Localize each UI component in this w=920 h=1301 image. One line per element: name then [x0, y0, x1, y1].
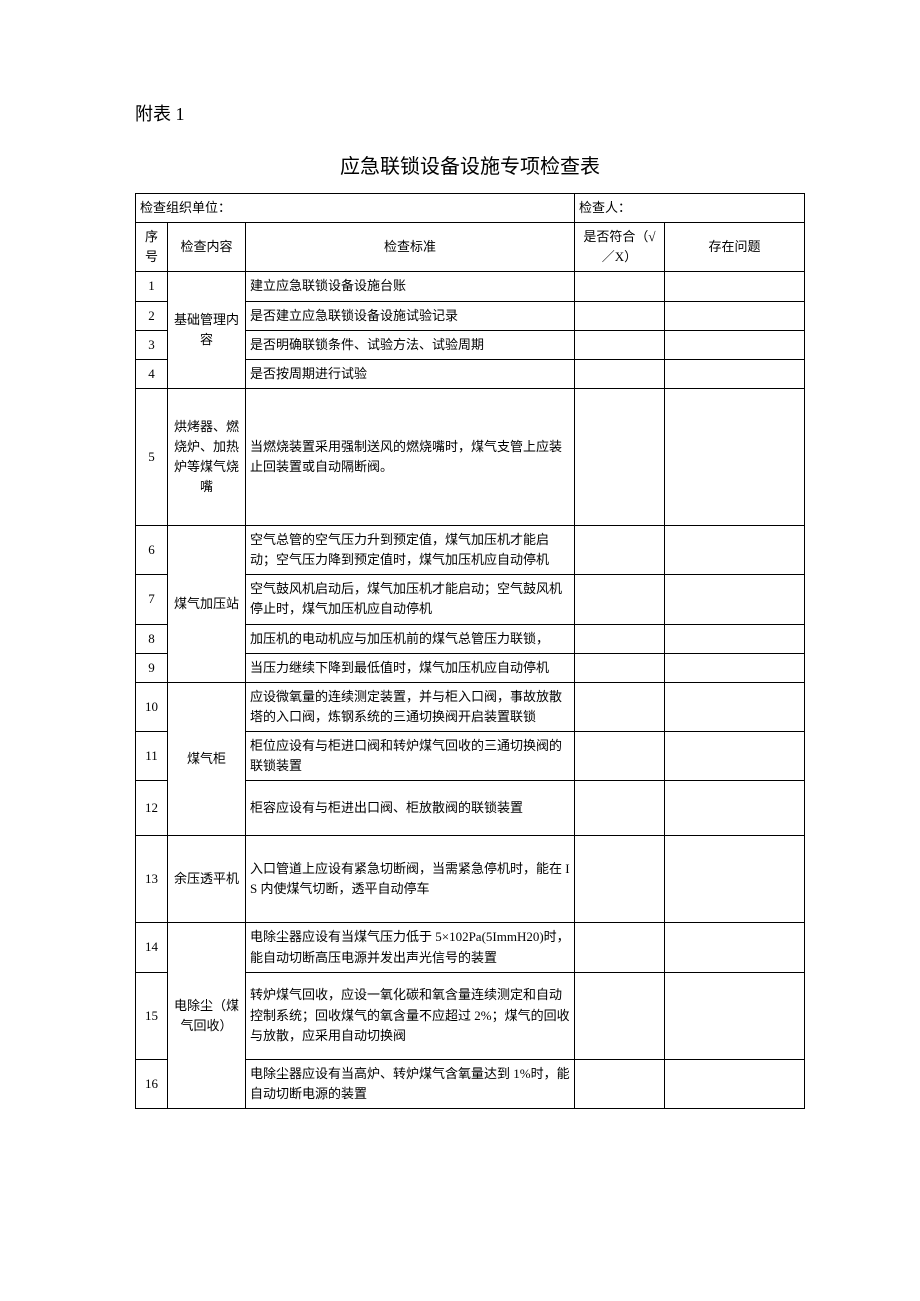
table-row: 10煤气柜应设微氧量的连续测定装置，并与柜入口阀，事故放散塔的入口阀，炼钢系统的… [136, 682, 805, 731]
col-issue-header: 存在问题 [664, 223, 804, 272]
compliant-cell [574, 972, 664, 1059]
compliant-cell [574, 624, 664, 653]
org-unit-label: 检查组织单位： [140, 200, 231, 215]
standard-cell: 转炉煤气回收，应设一氧化碳和氧含量连续测定和自动控制系统；回收煤气的氧含量不应超… [246, 972, 575, 1059]
compliant-cell [574, 653, 664, 682]
table-meta-row: 检查组织单位： 检查人： [136, 194, 805, 223]
seq-cell: 16 [136, 1059, 168, 1108]
compliant-cell [574, 301, 664, 330]
standard-cell: 空气鼓风机启动后，煤气加压机才能启动；空气鼓风机停止时，煤气加压机应自动停机 [246, 575, 575, 624]
inspector-label: 检查人： [579, 200, 631, 215]
standard-cell: 柜位应设有与柜进口阀和转炉煤气回收的三通切换阀的联锁装置 [246, 732, 575, 781]
issue-cell [664, 836, 804, 923]
issue-cell [664, 682, 804, 731]
content-cell: 基础管理内容 [168, 272, 246, 389]
issue-cell [664, 781, 804, 836]
table-header-row: 序号 检查内容 检查标准 是否符合（√／X） 存在问题 [136, 223, 805, 272]
issue-cell [664, 301, 804, 330]
compliant-cell [574, 330, 664, 359]
content-cell: 电除尘（煤气回收） [168, 923, 246, 1109]
issue-cell [664, 972, 804, 1059]
seq-cell: 6 [136, 525, 168, 574]
issue-cell [664, 525, 804, 574]
table-row: 5烘烤器、燃烧炉、加热炉等煤气烧嘴当燃烧装置采用强制送风的燃烧嘴时，煤气支管上应… [136, 388, 805, 525]
issue-cell [664, 330, 804, 359]
standard-cell: 是否按周期进行试验 [246, 359, 575, 388]
document-title: 应急联锁设备设施专项检查表 [135, 150, 805, 179]
col-seq-header: 序号 [136, 223, 168, 272]
col-content-header: 检查内容 [168, 223, 246, 272]
content-cell: 煤气柜 [168, 682, 246, 836]
compliant-cell [574, 682, 664, 731]
issue-cell [664, 359, 804, 388]
standard-cell: 电除尘器应设有当煤气压力低于 5×102Pa(5ImmH20)时，能自动切断高压… [246, 923, 575, 972]
table-row: 1基础管理内容建立应急联锁设备设施台账 [136, 272, 805, 301]
org-unit-cell: 检查组织单位： [136, 194, 575, 223]
content-cell: 余压透平机 [168, 836, 246, 923]
content-cell: 煤气加压站 [168, 525, 246, 682]
compliant-cell [574, 525, 664, 574]
standard-cell: 空气总管的空气压力升到预定值，煤气加压机才能启动；空气压力降到预定值时，煤气加压… [246, 525, 575, 574]
seq-cell: 8 [136, 624, 168, 653]
issue-cell [664, 653, 804, 682]
compliant-cell [574, 1059, 664, 1108]
seq-cell: 11 [136, 732, 168, 781]
standard-cell: 是否明确联锁条件、试验方法、试验周期 [246, 330, 575, 359]
content-cell: 烘烤器、燃烧炉、加热炉等煤气烧嘴 [168, 388, 246, 525]
appendix-label: 附表 1 [135, 100, 805, 126]
seq-cell: 1 [136, 272, 168, 301]
issue-cell [664, 923, 804, 972]
issue-cell [664, 732, 804, 781]
issue-cell [664, 624, 804, 653]
compliant-cell [574, 732, 664, 781]
inspection-table: 检查组织单位： 检查人： 序号 检查内容 检查标准 是否符合（√／X） 存在问题… [135, 193, 805, 1109]
compliant-cell [574, 781, 664, 836]
seq-cell: 15 [136, 972, 168, 1059]
standard-cell: 应设微氧量的连续测定装置，并与柜入口阀，事故放散塔的入口阀，炼钢系统的三通切换阀… [246, 682, 575, 731]
seq-cell: 5 [136, 388, 168, 525]
seq-cell: 2 [136, 301, 168, 330]
seq-cell: 14 [136, 923, 168, 972]
inspector-cell: 检查人： [574, 194, 804, 223]
standard-cell: 是否建立应急联锁设备设施试验记录 [246, 301, 575, 330]
seq-cell: 12 [136, 781, 168, 836]
compliant-cell [574, 575, 664, 624]
col-compliant-header: 是否符合（√／X） [574, 223, 664, 272]
seq-cell: 9 [136, 653, 168, 682]
issue-cell [664, 272, 804, 301]
standard-cell: 入口管道上应设有紧急切断阀，当需紧急停机时，能在 IS 内使煤气切断，透平自动停… [246, 836, 575, 923]
issue-cell [664, 388, 804, 525]
compliant-cell [574, 388, 664, 525]
issue-cell [664, 1059, 804, 1108]
standard-cell: 加压机的电动机应与加压机前的煤气总管压力联锁， [246, 624, 575, 653]
compliant-cell [574, 359, 664, 388]
standard-cell: 当燃烧装置采用强制送风的燃烧嘴时，煤气支管上应装止回装置或自动隔断阀。 [246, 388, 575, 525]
standard-cell: 电除尘器应设有当高炉、转炉煤气含氧量达到 1%时，能自动切断电源的装置 [246, 1059, 575, 1108]
compliant-cell [574, 272, 664, 301]
seq-cell: 10 [136, 682, 168, 731]
issue-cell [664, 575, 804, 624]
seq-cell: 7 [136, 575, 168, 624]
col-standard-header: 检查标准 [246, 223, 575, 272]
seq-cell: 4 [136, 359, 168, 388]
table-row: 6煤气加压站空气总管的空气压力升到预定值，煤气加压机才能启动；空气压力降到预定值… [136, 525, 805, 574]
seq-cell: 3 [136, 330, 168, 359]
table-row: 13余压透平机入口管道上应设有紧急切断阀，当需紧急停机时，能在 IS 内使煤气切… [136, 836, 805, 923]
compliant-cell [574, 923, 664, 972]
seq-cell: 13 [136, 836, 168, 923]
standard-cell: 当压力继续下降到最低值时，煤气加压机应自动停机 [246, 653, 575, 682]
document-page: 附表 1 应急联锁设备设施专项检查表 检查组织单位： 检查人： [0, 0, 920, 1169]
standard-cell: 建立应急联锁设备设施台账 [246, 272, 575, 301]
table-row: 14电除尘（煤气回收）电除尘器应设有当煤气压力低于 5×102Pa(5ImmH2… [136, 923, 805, 972]
compliant-cell [574, 836, 664, 923]
standard-cell: 柜容应设有与柜进出口阀、柜放散阀的联锁装置 [246, 781, 575, 836]
